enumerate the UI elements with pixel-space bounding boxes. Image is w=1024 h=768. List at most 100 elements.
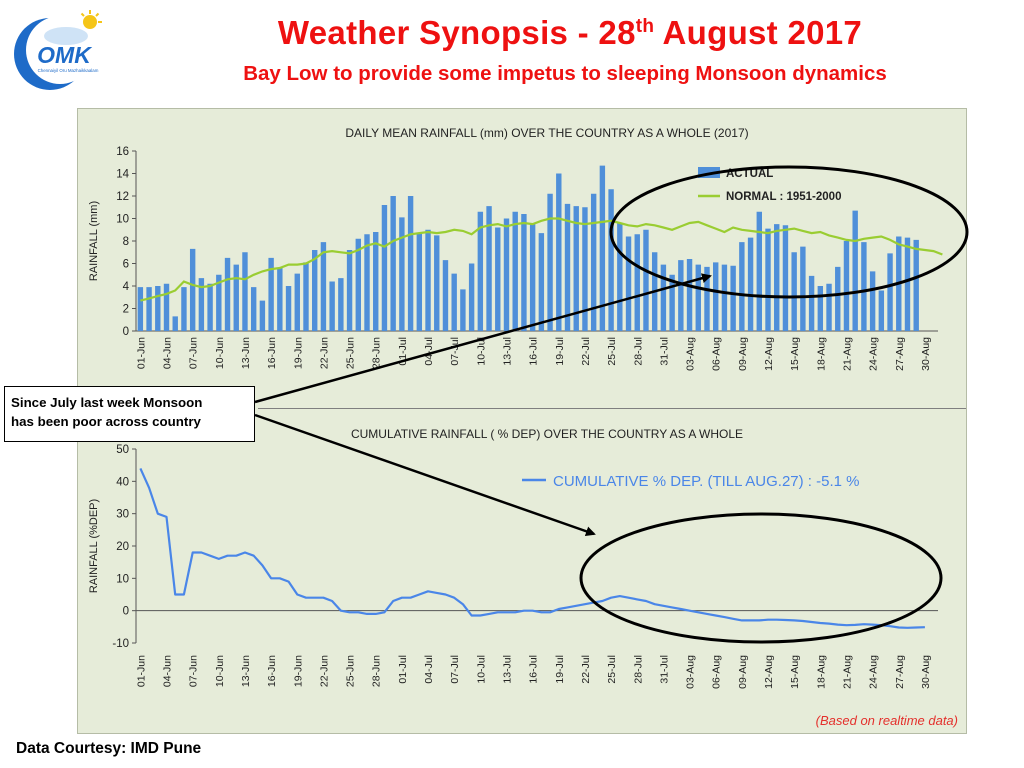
x-tick-label: 01-Jul: [397, 337, 409, 366]
x-tick-label: 10-Jul: [475, 337, 487, 366]
actual-rainfall-bar: [198, 278, 205, 331]
actual-rainfall-bar: [451, 273, 457, 331]
actual-rainfall-bar: [704, 266, 710, 331]
x-tick-label: 28-Jul: [632, 655, 644, 684]
x-tick-label: 19-Jul: [554, 337, 566, 366]
x-tick-label: 01-Jun: [135, 337, 147, 369]
actual-rainfall-bar: [625, 236, 632, 331]
x-tick-label: 10-Jun: [214, 337, 226, 369]
y-tick-label: 4: [123, 281, 130, 293]
actual-rainfall-bar: [747, 237, 754, 331]
y-tick-label: 10: [116, 214, 129, 226]
actual-rainfall-bar: [390, 196, 396, 331]
actual-rainfall-bar: [268, 257, 274, 331]
actual-rainfall-bar: [503, 218, 510, 331]
actual-rainfall-bar: [407, 196, 414, 331]
x-tick-label: 15-Aug: [789, 337, 801, 371]
actual-rainfall-bar: [887, 253, 893, 331]
x-tick-label: 13-Jul: [501, 655, 513, 684]
actual-rainfall-bar: [547, 193, 553, 331]
annotations: [254, 165, 969, 644]
x-tick-label: 24-Aug: [868, 337, 880, 371]
actual-rainfall-bar: [399, 217, 405, 331]
annotation-arrow-bottom: [254, 413, 596, 537]
actual-rainfall-bar: [416, 233, 423, 331]
actual-rainfall-bar: [303, 262, 309, 331]
cumulative-rainfall-chart: CUMULATIVE RAINFALL ( % DEP) OVER THE CO…: [88, 427, 938, 689]
actual-rainfall-bar: [137, 287, 144, 331]
x-tick-label: 13-Jul: [501, 337, 513, 366]
actual-rainfall-bar: [320, 242, 327, 331]
actual-rainfall-bar: [782, 225, 789, 331]
actual-rainfall-bar: [686, 259, 693, 331]
x-tick-label: 09-Aug: [737, 655, 749, 689]
actual-rainfall-bar: [808, 275, 815, 331]
actual-rainfall-bar: [878, 290, 885, 331]
actual-rainfall-bar: [521, 214, 527, 331]
y-tick-label: 14: [116, 169, 129, 181]
y-axis-label: RAINFALL (%DEP): [88, 499, 100, 593]
actual-rainfall-bar: [582, 207, 588, 331]
actual-rainfall-bar: [224, 257, 231, 331]
actual-rainfall-bar: [678, 260, 684, 331]
page-title: Weather Synopsis - 28th August 2017: [180, 14, 960, 52]
x-tick-label: 18-Aug: [815, 655, 827, 689]
actual-rainfall-bar: [364, 234, 370, 331]
actual-rainfall-bar: [634, 234, 640, 331]
x-tick-label: 04-Jun: [162, 655, 174, 687]
y-tick-label: 16: [116, 146, 129, 158]
actual-rainfall-bar: [800, 246, 806, 331]
page-subtitle: Bay Low to provide some impetus to sleep…: [243, 62, 887, 85]
actual-rainfall-bar: [163, 283, 170, 331]
actual-rainfall-bar: [242, 252, 248, 331]
actual-rainfall-bar: [373, 232, 379, 331]
x-tick-label: 25-Jun: [345, 655, 357, 687]
actual-rainfall-bar: [294, 273, 300, 331]
logo-graphic: OMK Chennaiyil Oru Mazhaikkaalam: [14, 10, 102, 90]
actual-rainfall-bar: [713, 262, 719, 331]
x-tick-label: 30-Aug: [920, 655, 932, 689]
actual-rainfall-bar: [512, 211, 518, 331]
y-tick-label: 50: [116, 444, 129, 456]
x-tick-label: 31-Jul: [658, 337, 670, 366]
y-tick-label: 2: [123, 304, 129, 316]
annotation-ellipse-top: [609, 165, 969, 299]
actual-rainfall-bar: [861, 242, 867, 331]
logo-small-text: Chennaiyil Oru Mazhaikkaalam: [38, 68, 99, 73]
callout-line-1: Since July last week Monsoon: [11, 395, 203, 410]
actual-rainfall-bar: [181, 287, 187, 331]
x-tick-label: 04-Jul: [423, 337, 435, 366]
x-tick-label: 16-Jul: [528, 655, 540, 684]
x-tick-label: 16-Jun: [266, 655, 278, 687]
y-tick-label: 10: [116, 573, 129, 585]
actual-rainfall-bar: [277, 268, 283, 331]
actual-rainfall-bar: [189, 248, 196, 331]
y-axis-label: RAINFALL (mm): [88, 201, 100, 281]
actual-rainfall-bar: [250, 287, 257, 331]
actual-rainfall-bar: [643, 229, 649, 331]
x-tick-label: 09-Aug: [737, 337, 749, 371]
title-tail: August 2017: [654, 14, 863, 51]
actual-rainfall-bar: [434, 235, 440, 331]
x-tick-label: 12-Aug: [763, 337, 775, 371]
chart-title: CUMULATIVE RAINFALL ( % DEP) OVER THE CO…: [351, 427, 743, 441]
actual-rainfall-bar: [285, 286, 292, 331]
annotation-arrow-top: [254, 273, 712, 404]
omk-logo: OMK Chennaiyil Oru Mazhaikkaalam: [10, 6, 106, 102]
x-tick-label: 19-Jun: [292, 337, 304, 369]
x-tick-label: 27-Aug: [894, 655, 906, 689]
actual-rainfall-bar: [617, 223, 623, 331]
x-tick-label: 19-Jul: [554, 655, 566, 684]
actual-rainfall-bar: [913, 239, 919, 331]
y-tick-label: 0: [123, 606, 129, 618]
x-tick-label: 22-Jul: [580, 337, 592, 366]
x-tick-label: 07-Jul: [449, 337, 461, 366]
x-tick-label: 28-Jun: [371, 337, 383, 369]
actual-rainfall-bar: [669, 274, 675, 331]
x-tick-label: 24-Aug: [868, 655, 880, 689]
x-tick-label: 22-Jun: [318, 655, 330, 687]
x-tick-label: 01-Jul: [397, 655, 409, 684]
actual-rainfall-bar: [826, 283, 832, 331]
actual-rainfall-bar: [791, 252, 797, 331]
